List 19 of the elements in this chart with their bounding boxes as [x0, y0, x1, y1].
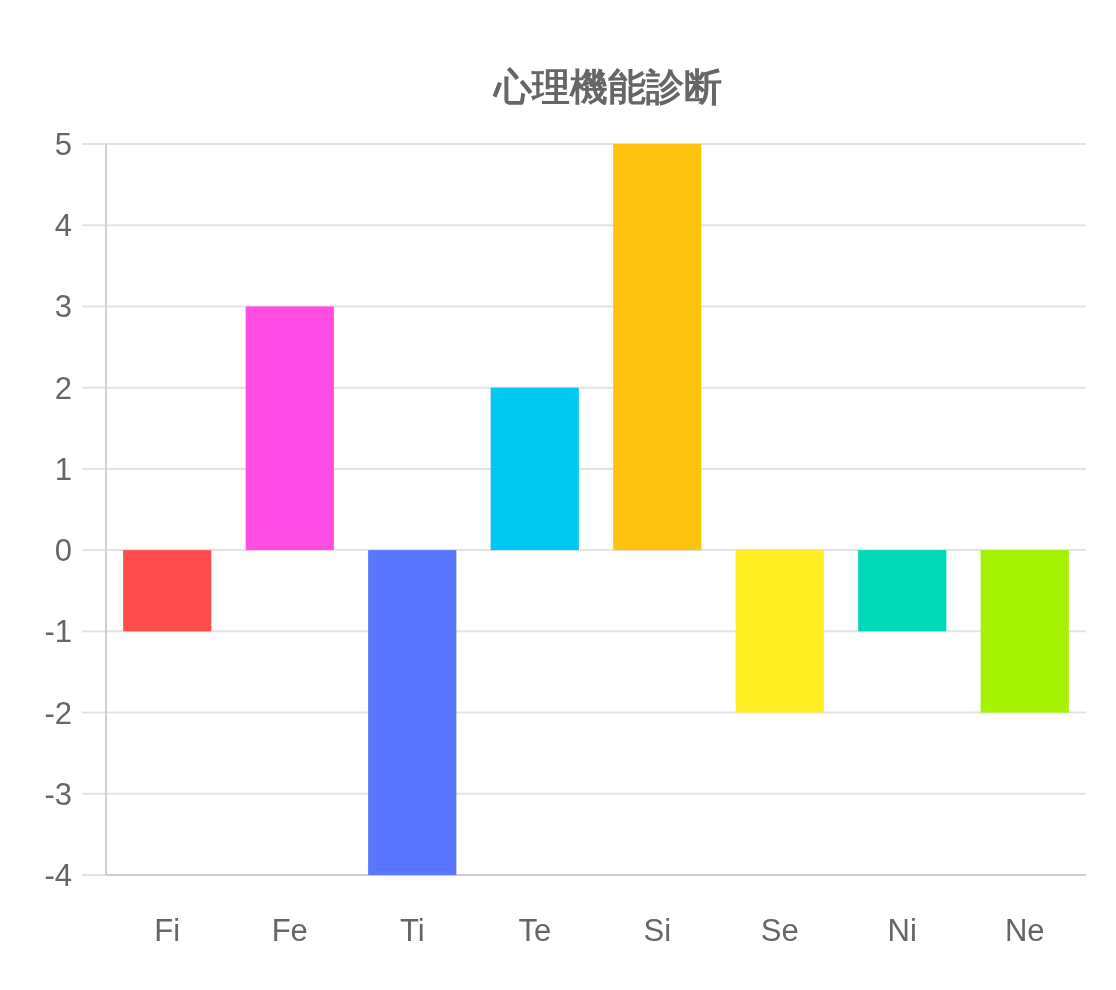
x-tick-label: Ti — [399, 913, 425, 948]
x-tick-label: Se — [760, 913, 799, 948]
y-tick-label: 4 — [54, 208, 72, 244]
y-tick-label: 0 — [54, 533, 72, 569]
x-tick-label: Si — [643, 913, 672, 948]
y-tick-label: -3 — [44, 776, 72, 812]
x-tick-label: Fi — [154, 913, 181, 948]
x-tick-label: Ni — [887, 913, 917, 948]
y-tick-label: 5 — [54, 127, 72, 162]
y-tick-label: -2 — [44, 695, 72, 731]
x-tick-label: Te — [518, 913, 552, 948]
y-tick-label: 3 — [54, 289, 72, 325]
y-tick-label: 2 — [54, 370, 72, 406]
y-tick-label: -1 — [44, 614, 72, 650]
x-tick-label: Ne — [1004, 913, 1045, 948]
x-tick-label: Fe — [271, 913, 308, 948]
y-tick-label: -4 — [44, 858, 72, 893]
y-tick-label: 1 — [54, 451, 72, 487]
chart-title: 心理機能診断 — [492, 66, 722, 108]
